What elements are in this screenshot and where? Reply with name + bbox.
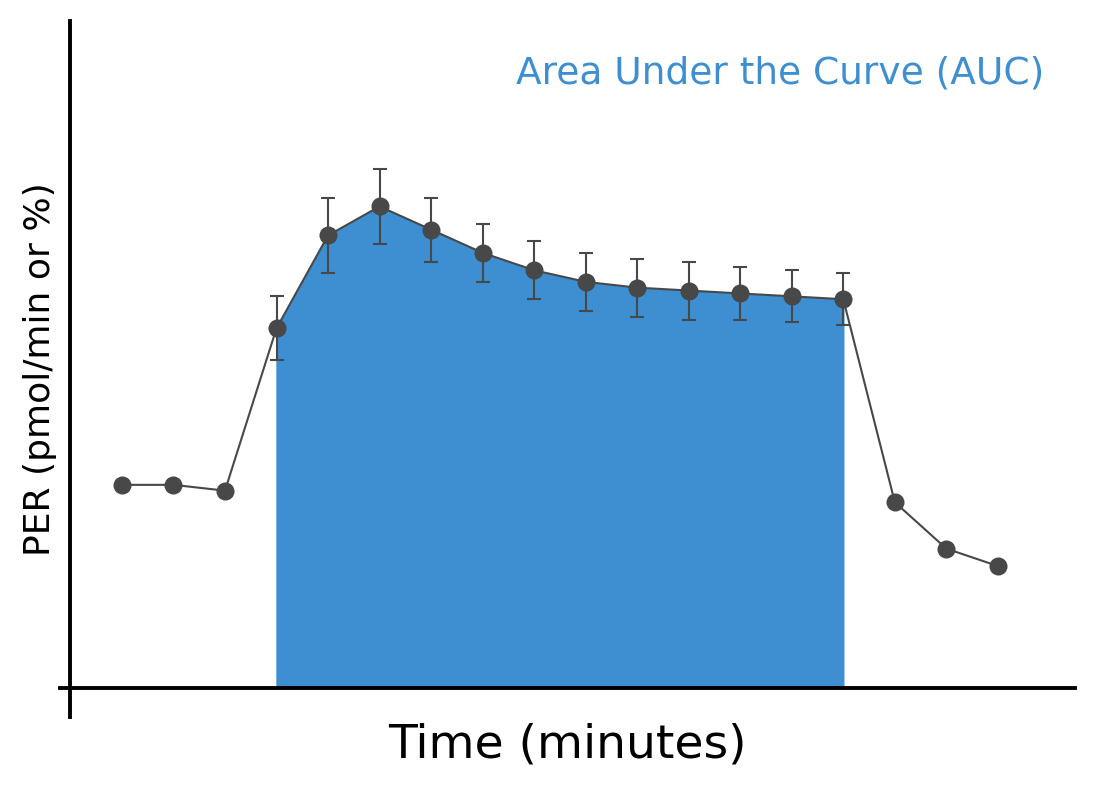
X-axis label: Time (minutes): Time (minutes) [388, 722, 746, 767]
Y-axis label: PER (pmol/min or %): PER (pmol/min or %) [23, 182, 57, 556]
Text: Area Under the Curve (AUC): Area Under the Curve (AUC) [516, 55, 1044, 92]
